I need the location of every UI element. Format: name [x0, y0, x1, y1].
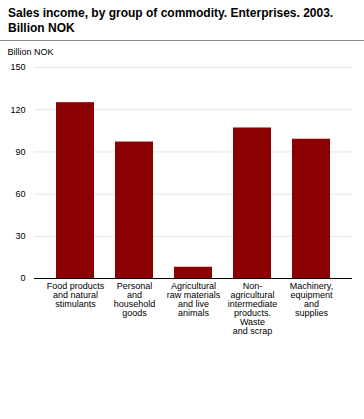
svg-text:30: 30 [15, 231, 25, 241]
svg-text:Billion NOK: Billion NOK [8, 47, 54, 57]
svg-text:150: 150 [10, 62, 25, 72]
svg-text:Personalandhouseholdgoods: Personalandhouseholdgoods [114, 281, 156, 318]
svg-text:Non-agriculturalintermediatepr: Non-agriculturalintermediateproducts.Was… [228, 281, 278, 336]
svg-text:90: 90 [15, 147, 25, 157]
svg-text:60: 60 [15, 189, 25, 199]
html-text:Sales income, by group of comm: Sales income, by group of commodity. Ent… [8, 6, 334, 20]
svg-text:Machinery,equipmentandsupplies: Machinery,equipmentandsupplies [290, 281, 333, 318]
html-text:Billion NOK: Billion NOK [8, 21, 75, 35]
svg-text:Agriculturalraw materialsand l: Agriculturalraw materialsand liveanimals [167, 281, 221, 318]
svg-text:0: 0 [20, 273, 25, 283]
svg-text:Food productsand naturalstimul: Food productsand naturalstimulants [47, 281, 105, 309]
svg-text:120: 120 [10, 105, 25, 115]
